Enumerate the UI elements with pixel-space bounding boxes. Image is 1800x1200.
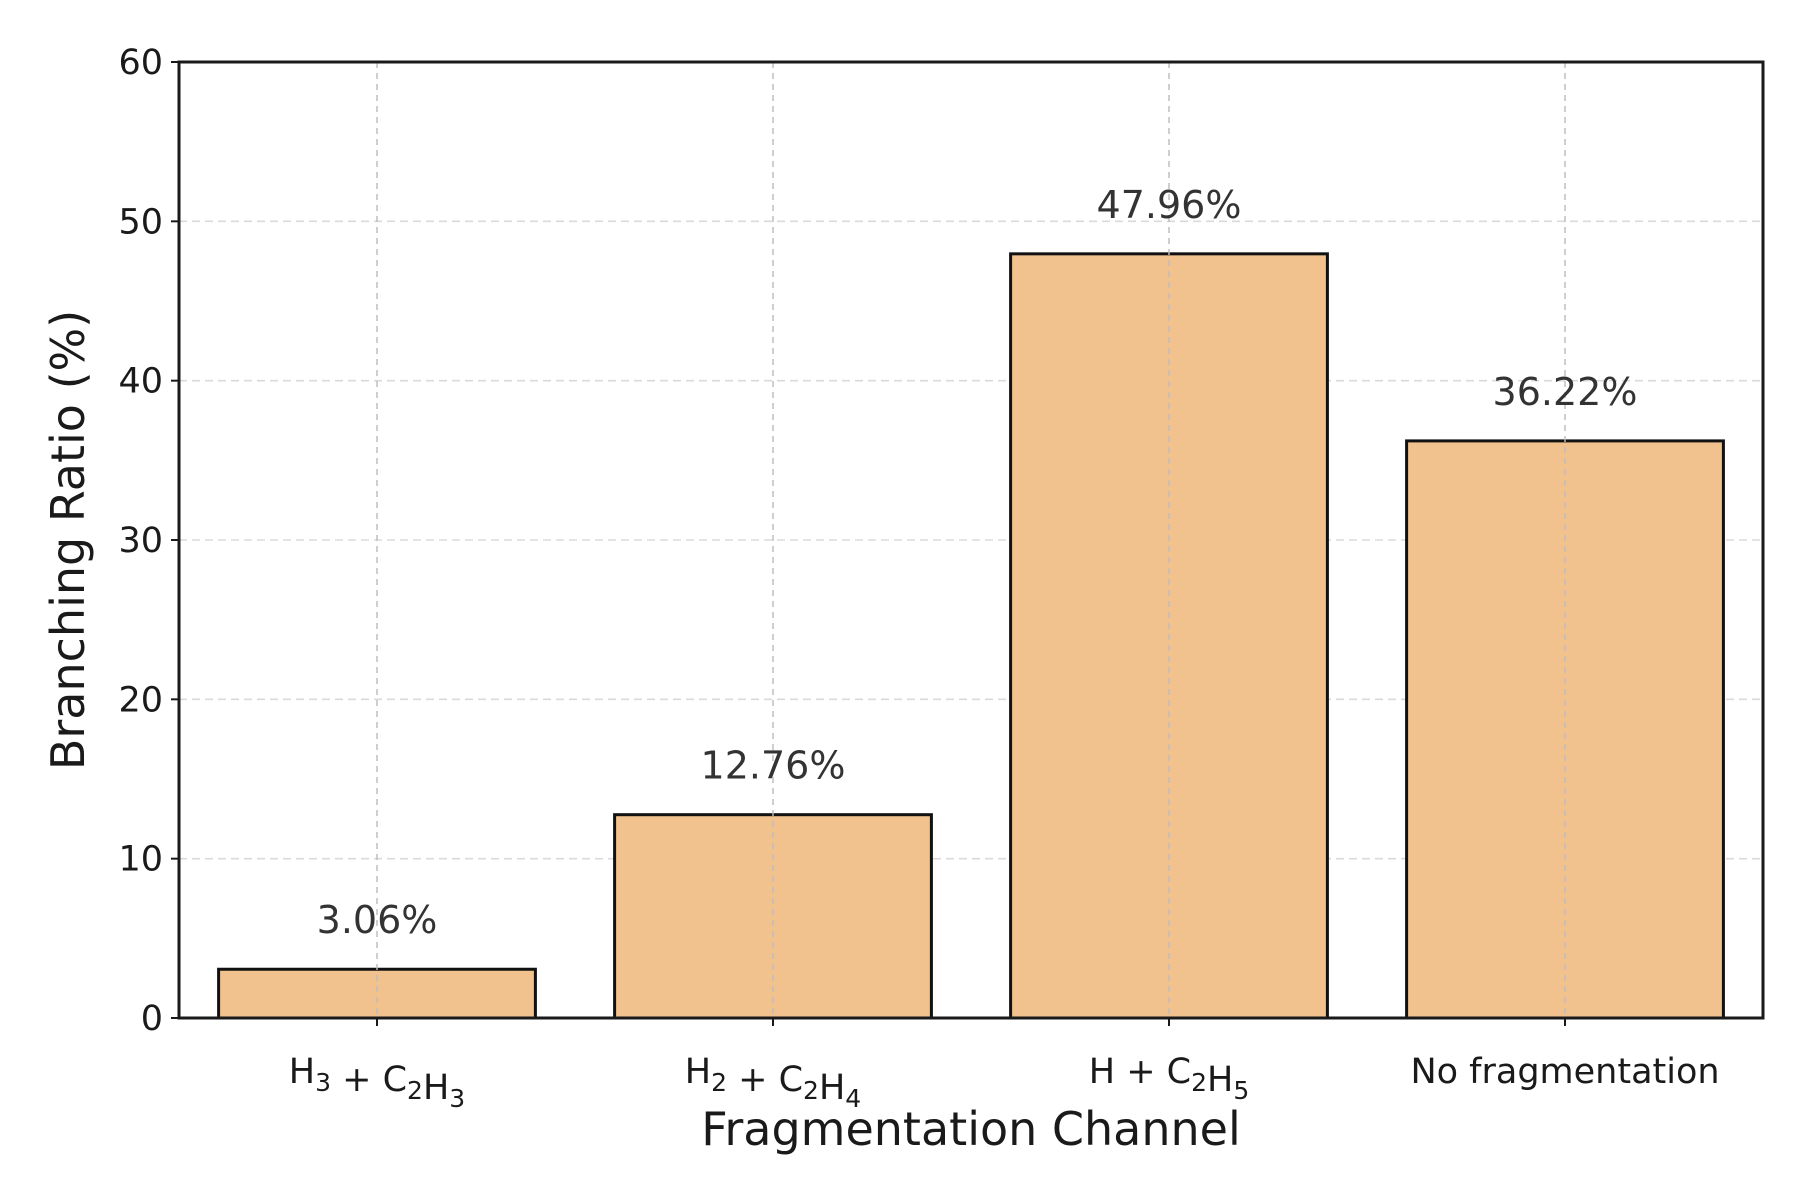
y-tick-label: 60 <box>118 43 163 83</box>
data-label: 12.76% <box>701 744 846 788</box>
y-tick-label: 30 <box>118 521 163 561</box>
x-axis-title: Fragmentation Channel <box>701 1102 1241 1156</box>
y-tick-label: 40 <box>118 362 163 402</box>
y-tick-label: 20 <box>118 680 163 720</box>
data-labels: 3.06% 12.76% 47.96% 36.22% <box>317 183 1638 942</box>
data-label: 36.22% <box>1493 370 1638 414</box>
bars <box>217 252 1725 1020</box>
x-tick-label: H + C2H5 <box>1089 1052 1249 1105</box>
y-tick-label: 0 <box>141 999 163 1039</box>
data-label: 3.06% <box>317 898 438 942</box>
x-tick-label: H2 + C2H4 <box>685 1052 861 1113</box>
y-tick-label: 10 <box>118 840 163 880</box>
x-tick-label: No fragmentation <box>1410 1052 1719 1092</box>
x-tick-label: H3 + C2H3 <box>289 1052 465 1113</box>
data-label: 47.96% <box>1097 183 1242 227</box>
y-axis-ticks: 0 10 20 30 40 50 60 <box>118 43 179 1039</box>
y-tick-label: 50 <box>118 202 163 242</box>
y-axis-title: Branching Ratio (%) <box>41 310 95 770</box>
x-grid <box>376 62 1566 1018</box>
x-axis-ticks: H3 + C2H3 H2 + C2H4 H + C2H5 No fragmentati… <box>289 1018 1720 1113</box>
